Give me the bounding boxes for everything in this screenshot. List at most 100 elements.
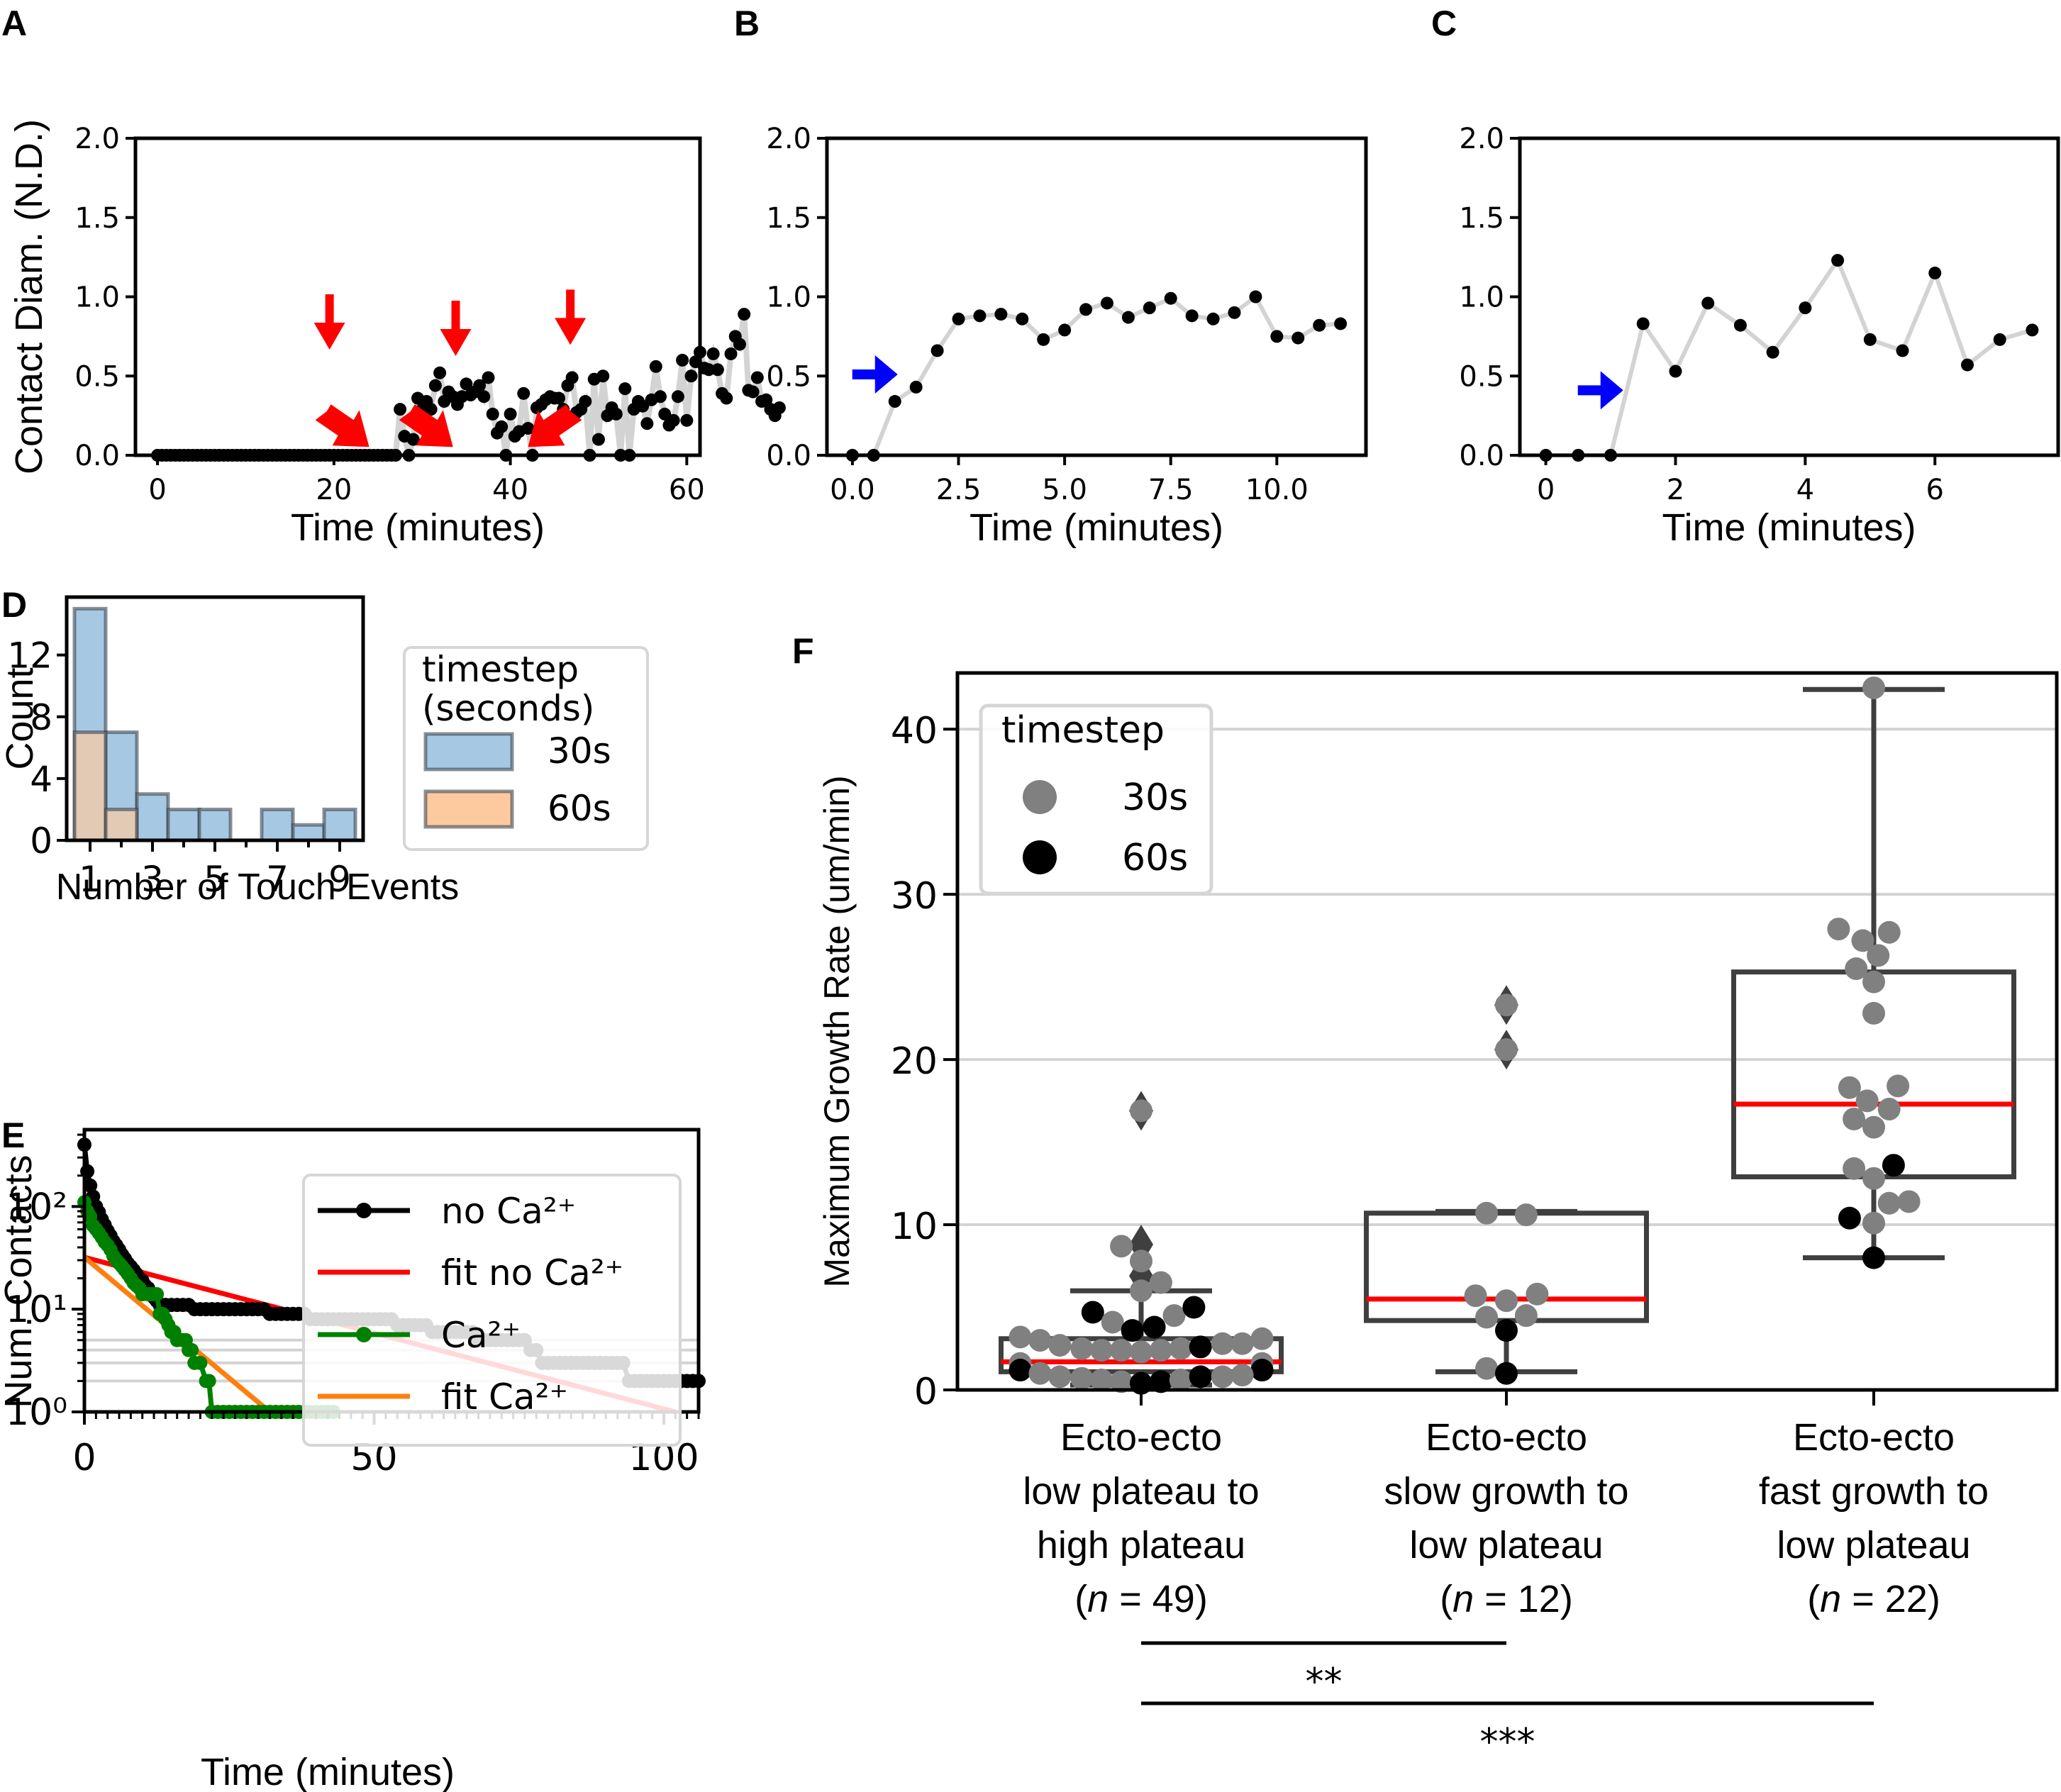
data-point	[667, 413, 680, 427]
data-point	[772, 401, 786, 414]
swarm-point	[1495, 1319, 1518, 1342]
data-point	[909, 380, 923, 394]
x-tick-label: 7.5	[1148, 474, 1194, 506]
data-point	[1185, 309, 1199, 323]
data-point	[591, 433, 605, 446]
data-point	[482, 371, 495, 384]
swarm-point	[1475, 1201, 1499, 1225]
swarm-point	[1130, 1099, 1152, 1123]
panel-letter-b: B	[734, 4, 760, 43]
y-tick-label: 40	[891, 710, 938, 752]
swarm-point	[1070, 1337, 1094, 1360]
data-point	[83, 1178, 98, 1193]
swarm-point	[1169, 1337, 1192, 1360]
data-point	[750, 371, 764, 384]
data-point	[1143, 301, 1156, 315]
x-tick-label: 2	[1667, 474, 1684, 506]
y-tick-label: 10²	[6, 1186, 67, 1228]
y-tick-label: 0.5	[74, 360, 120, 393]
y-tick-label: 1.0	[74, 282, 120, 314]
data-point	[1100, 296, 1113, 310]
data-point	[1799, 301, 1812, 315]
y-tick-label: 0.5	[1459, 360, 1504, 393]
data-point	[1249, 290, 1262, 304]
swarm-point	[1130, 1340, 1152, 1364]
x-category-label: fast growth to	[1759, 1470, 1989, 1513]
x-tick-label: 4	[1796, 474, 1814, 506]
data-point	[193, 1355, 208, 1370]
y-tick-label: 2.0	[74, 123, 120, 155]
data-point	[720, 391, 733, 405]
data-point	[579, 395, 592, 408]
data-point	[1206, 312, 1220, 325]
y-tick-label: 10¹	[6, 1289, 67, 1331]
x-axis-title: Time (minutes)	[201, 1751, 455, 1792]
data-point	[636, 399, 650, 413]
y-tick-label: 0.5	[766, 360, 811, 393]
swarm-point	[1189, 1335, 1212, 1359]
y-tick-label: 0.0	[74, 440, 120, 472]
swarm-point	[1862, 1001, 1885, 1025]
annotation-arrow-icon	[399, 404, 453, 447]
legend-title: (seconds)	[422, 688, 594, 729]
data-point	[1016, 312, 1029, 325]
y-tick-label: 10	[891, 1206, 938, 1248]
swarm-point	[1862, 970, 1885, 994]
y-tick-label: 2.0	[766, 123, 811, 155]
data-point	[433, 366, 447, 379]
histogram-bar	[104, 807, 139, 842]
swarm-point	[1495, 994, 1518, 1017]
data-point	[201, 1374, 216, 1388]
data-point	[596, 369, 610, 383]
data-point	[1334, 317, 1348, 330]
data-point	[1733, 318, 1747, 332]
x-tick-label: 0	[72, 1437, 96, 1479]
data-point	[888, 395, 901, 408]
swarm-point	[1169, 1369, 1192, 1392]
x-category-label: high plateau	[1037, 1524, 1245, 1566]
x-category-label: Ecto-ecto	[1060, 1416, 1222, 1459]
swarm-point	[1101, 1310, 1124, 1334]
swarm-point	[1843, 1107, 1866, 1130]
plot-frame	[133, 136, 702, 457]
legend: no Ca²⁺ fit no Ca²⁺ Ca²⁺ fit Ca²⁺	[302, 1174, 682, 1447]
swarm-point	[1887, 1074, 1910, 1098]
swarm-point	[1867, 944, 1890, 967]
legend-title: timestep	[422, 649, 579, 690]
data-point	[1121, 311, 1135, 324]
y-tick-label: 1.5	[766, 202, 811, 235]
x-axis-title: Time (minutes)	[970, 506, 1223, 549]
data-point	[684, 369, 698, 383]
x-tick-label: 7	[266, 859, 289, 900]
swarm-point	[1009, 1359, 1032, 1382]
data-point	[733, 338, 746, 351]
swarm-point	[1897, 1190, 1921, 1213]
data-point	[640, 417, 654, 430]
annotation-arrow-icon	[440, 300, 472, 356]
swarm-point	[1048, 1365, 1072, 1388]
x-tick-label: 20	[316, 474, 352, 506]
data-point	[1037, 333, 1050, 346]
y-tick-label: 12	[7, 635, 52, 677]
swarm-point	[1130, 1250, 1152, 1273]
x-axis-title: Time (minutes)	[1662, 506, 1916, 549]
y-tick-label: 4	[30, 759, 52, 800]
data-point	[424, 403, 438, 416]
swarm-point	[1827, 918, 1850, 941]
data-point	[1701, 296, 1715, 310]
swarm-point	[1211, 1332, 1234, 1355]
swarm-point	[1130, 1279, 1152, 1303]
swarm-point	[1862, 1167, 1885, 1190]
swarm-point	[1028, 1362, 1052, 1385]
y-axis-title: Num. Contacts	[0, 1154, 40, 1408]
x-tick-label: 5	[204, 859, 226, 900]
swarm-point	[1526, 1282, 1549, 1306]
swarm-point	[1149, 1370, 1172, 1393]
histogram-bar	[72, 730, 108, 842]
x-category-label: low plateau to	[1023, 1470, 1259, 1513]
swarm-point	[1143, 1315, 1166, 1339]
panel-b-contact-diameter-chart: 0.0 0.5 1.0 1.5 2.0 0.0 2.5 5.0 7.5 10.0 Time (min…	[766, 123, 1368, 549]
legend-swatch-60s	[423, 789, 514, 829]
annotation-arrow-icon	[315, 404, 370, 447]
